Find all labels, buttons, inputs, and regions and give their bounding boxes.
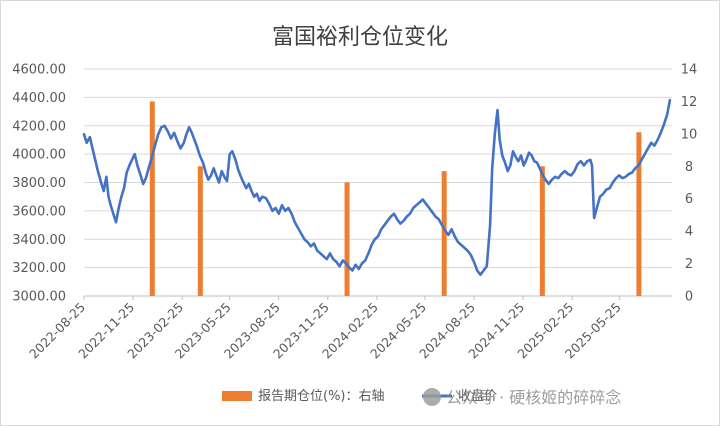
bar-position bbox=[636, 132, 642, 296]
bar-position bbox=[149, 101, 155, 296]
y-left-tick-label: 4200.00 bbox=[12, 119, 66, 134]
y-left-tick-label: 4400.00 bbox=[12, 91, 66, 106]
legend: 报告期仓位(%)：右轴 收盘价 bbox=[222, 388, 497, 404]
watermark-text: 公众号 · 硬核姬的碎碎念 bbox=[446, 388, 621, 407]
legend-bar-label: 报告期仓位(%)：右轴 bbox=[258, 389, 385, 404]
y-left-tick-label: 3600.00 bbox=[12, 204, 66, 219]
grid-layer bbox=[84, 68, 672, 297]
y-right-tick-label: 2 bbox=[685, 257, 693, 272]
bar-position bbox=[197, 166, 203, 296]
bar-position bbox=[441, 171, 447, 296]
y-right-tick-label: 6 bbox=[685, 192, 693, 207]
y-left-tick-label: 4600.00 bbox=[12, 63, 66, 78]
y-left-tick-label: 4000.00 bbox=[12, 148, 66, 163]
y-right-tick-label: 4 bbox=[685, 225, 693, 240]
line-layer bbox=[82, 98, 672, 277]
legend-bar-swatch bbox=[222, 391, 252, 401]
y-right-tick-label: 8 bbox=[685, 160, 693, 175]
y-left-tick-label: 3000.00 bbox=[12, 290, 66, 305]
watermark: 公众号 · 硬核姬的碎碎念 bbox=[423, 388, 621, 407]
bar-position bbox=[539, 166, 545, 296]
y-right-tick-label: 14 bbox=[681, 63, 698, 78]
bar-layer bbox=[149, 101, 642, 296]
y-left-tick-label: 3400.00 bbox=[12, 233, 66, 248]
y-left-tick-label: 3200.00 bbox=[12, 261, 66, 276]
wechat-logo-icon bbox=[423, 388, 441, 406]
bar-position bbox=[344, 182, 350, 296]
y-left-tick-label: 3800.00 bbox=[12, 176, 66, 191]
legend-line-label: 收盘价 bbox=[458, 388, 497, 404]
y-right-tick-label: 0 bbox=[685, 290, 693, 305]
y-right-tick-label: 10 bbox=[681, 127, 698, 142]
y-right-tick-label: 12 bbox=[681, 95, 698, 110]
close-price-line bbox=[82, 98, 672, 277]
chart-title: 富国裕利仓位变化 bbox=[272, 25, 448, 50]
